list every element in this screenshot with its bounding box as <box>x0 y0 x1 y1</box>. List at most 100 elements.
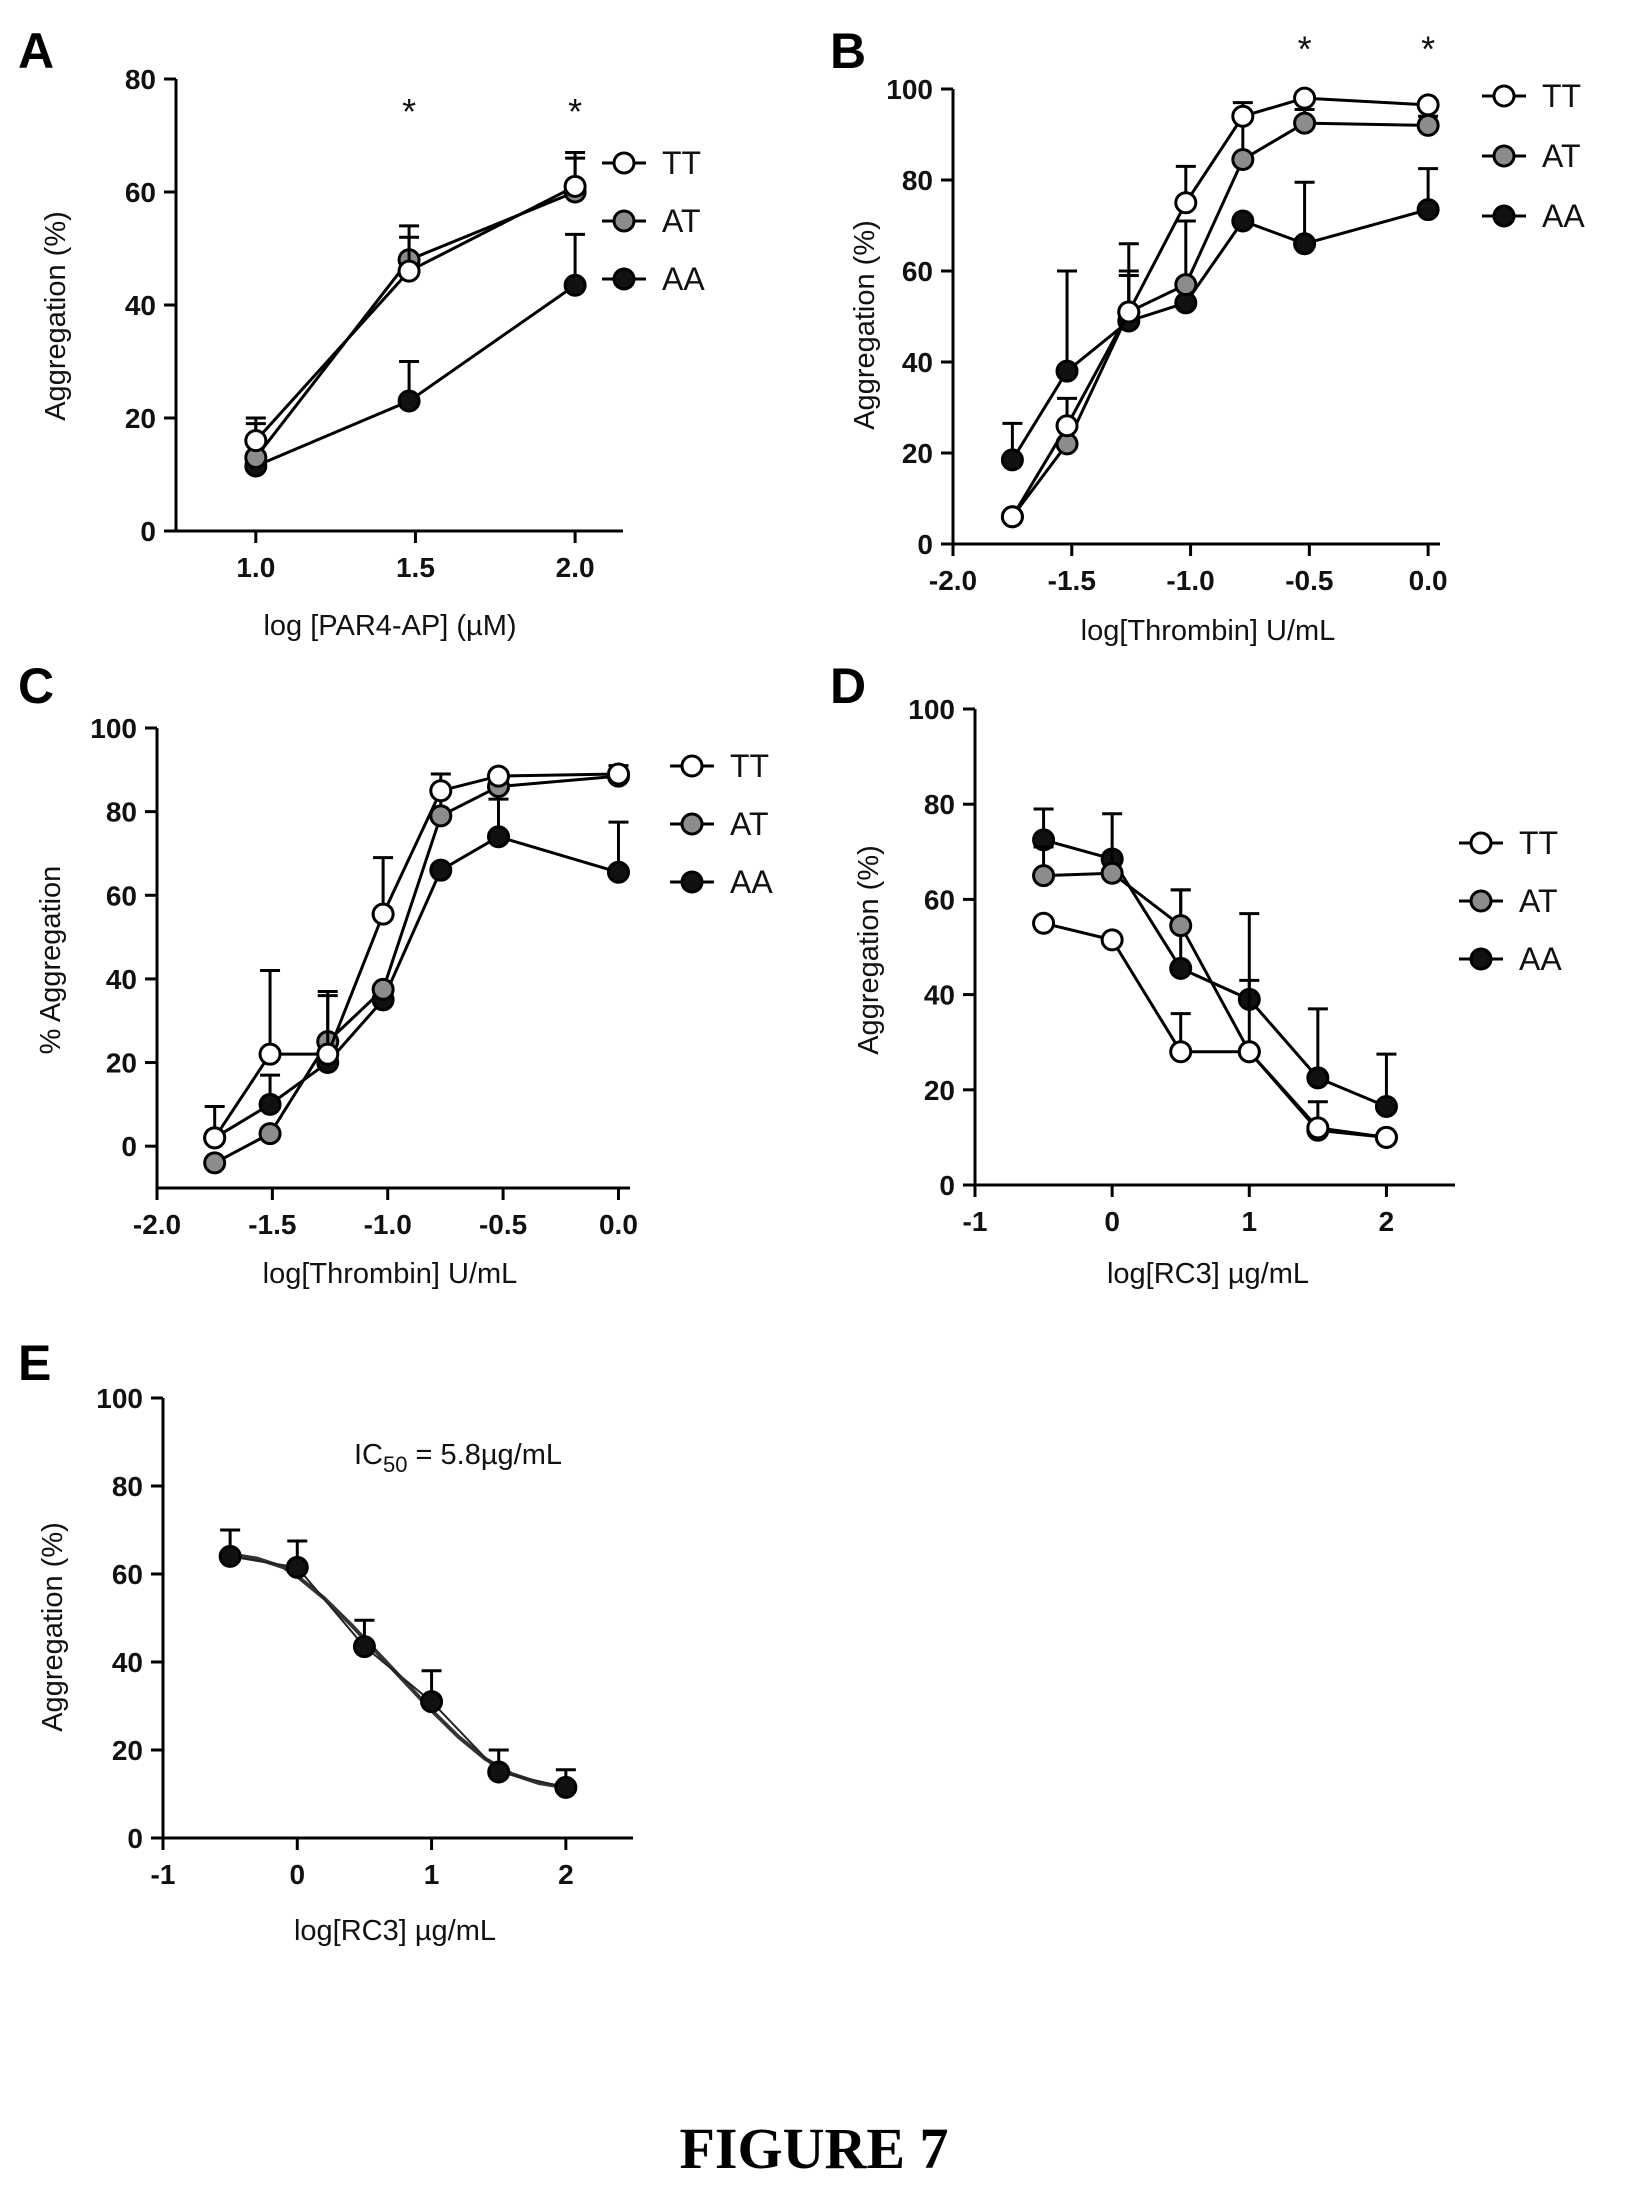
ic50-value: = 5.8µg/mL <box>407 1439 562 1471</box>
legend-label-aa: AA <box>730 864 773 900</box>
legend-marker-at <box>612 209 636 233</box>
legend-label-aa: AA <box>1542 198 1585 234</box>
y-tick-label: 40 <box>125 290 156 321</box>
legend-marker-tt <box>612 151 636 175</box>
legend-marker-tt <box>680 754 704 778</box>
y-tick-label: 100 <box>908 694 955 725</box>
data-point-tt <box>606 762 630 786</box>
y-tick-label: 80 <box>125 64 156 95</box>
y-axis-title-b: Aggregation (%) <box>849 220 881 430</box>
x-tick-label: -1.5 <box>248 1209 296 1240</box>
x-tick-label: -1.5 <box>1048 565 1096 596</box>
x-tick-label: 0 <box>289 1859 305 1890</box>
x-axis-title-e: log[RC3] µg/mL <box>294 1915 496 1947</box>
y-tick-label: 40 <box>112 1647 143 1678</box>
x-tick-label: -1.0 <box>364 1209 412 1240</box>
data-point-tt <box>1100 928 1124 952</box>
y-tick-label: 100 <box>90 713 137 744</box>
legend-label-aa: AA <box>1519 941 1562 977</box>
y-tick-label: 20 <box>902 438 933 469</box>
data-point-aa <box>606 860 630 884</box>
series-line-tt <box>213 772 619 1139</box>
data-point-tt <box>429 779 453 803</box>
legend-marker-aa <box>612 267 636 291</box>
data-point-tt <box>486 764 510 788</box>
x-tick-label: -0.5 <box>1285 565 1333 596</box>
data-point-tt <box>1174 191 1198 215</box>
y-tick-label: 0 <box>127 1823 143 1854</box>
x-tick-label: 0 <box>1104 1206 1120 1237</box>
data-point-series <box>420 1690 444 1714</box>
x-tick-label: -0.5 <box>479 1209 527 1240</box>
significance-marker: * <box>1421 29 1435 70</box>
data-point-tt <box>1306 1116 1330 1140</box>
legend-label-at: AT <box>1519 883 1558 919</box>
panel-e: E 0 20 40 60 80 100 -1 0 1 2 log[RC3] µg/mL Aggre… <box>18 1335 633 1947</box>
legend-marker-aa <box>680 870 704 894</box>
data-point-at <box>1293 111 1317 135</box>
data-point-at <box>1174 273 1198 297</box>
y-tick-label: 40 <box>902 347 933 378</box>
x-tick-label: 2 <box>1379 1206 1395 1237</box>
legend-label-tt: TT <box>662 145 701 181</box>
data-point-series <box>352 1635 376 1659</box>
y-tick-label: 0 <box>121 1131 137 1162</box>
y-axis-title-e: Aggregation (%) <box>37 1522 69 1732</box>
data-point-tt <box>1055 414 1079 438</box>
data-point-tt <box>258 1042 282 1066</box>
data-point-at <box>371 977 395 1001</box>
y-tick-label: 20 <box>125 403 156 434</box>
y-axis-title-c: % Aggregation <box>35 866 67 1055</box>
data-point-at <box>429 804 453 828</box>
y-tick-label: 60 <box>125 177 156 208</box>
significance-marker: * <box>568 91 582 132</box>
data-point-aa <box>1416 198 1440 222</box>
legend-marker-aa <box>1492 204 1516 228</box>
plot-area-b: 0 20 40 60 80 100 -2.0 -1.5 -1.0 -0.5 0.0 * * TT AT AA <box>886 29 1585 596</box>
data-point-tt <box>1374 1125 1398 1149</box>
x-tick-label: 2 <box>558 1859 574 1890</box>
data-point-at <box>1032 864 1056 888</box>
data-point-series <box>554 1775 578 1799</box>
fit-curve <box>229 1552 567 1790</box>
data-point-aa <box>1306 1066 1330 1090</box>
series-line-at <box>254 190 576 459</box>
data-point-tt <box>563 174 587 198</box>
y-tick-label: 80 <box>106 797 137 828</box>
series-line-aa <box>213 835 619 1140</box>
x-axis-title-d: log[RC3] µg/mL <box>1107 1258 1309 1290</box>
y-axis-title-a: Aggregation (%) <box>40 211 72 421</box>
y-tick-label: 20 <box>106 1048 137 1079</box>
panel-letter-b: B <box>830 23 866 79</box>
legend-marker-tt <box>1469 831 1493 855</box>
x-tick-label: 1.0 <box>236 552 275 583</box>
data-point-aa <box>258 1092 282 1116</box>
legend-label-tt: TT <box>730 748 769 784</box>
x-tick-label: 1.5 <box>396 552 435 583</box>
plot-area-c: 0 20 40 60 80 100 -2.0 -1.5 -1.0 -0.5 0.0 TT AT AA <box>90 713 773 1240</box>
ic50-subscript: 50 <box>383 1452 407 1477</box>
data-point-aa <box>1374 1094 1398 1118</box>
series-line-at <box>1011 121 1429 518</box>
y-tick-label: 100 <box>96 1383 143 1414</box>
ic50-annotation: IC50 = 5.8µg/mL <box>354 1439 562 1477</box>
data-point-tt <box>1169 1040 1193 1064</box>
data-point-aa <box>1000 448 1024 472</box>
data-point-at <box>1416 113 1440 137</box>
data-point-at <box>203 1151 227 1175</box>
legend-label-tt: TT <box>1542 78 1581 114</box>
legend-label-aa: AA <box>662 261 705 297</box>
data-point-tt <box>244 429 268 453</box>
plot-area-d: 0 20 40 60 80 100 -1 0 1 2 TT AT AA <box>908 694 1562 1237</box>
series-line-tt <box>1011 96 1429 518</box>
panel-letter-a: A <box>18 23 54 79</box>
data-point-aa <box>1231 209 1255 233</box>
y-tick-label: 100 <box>886 74 933 105</box>
legend-marker-tt <box>1492 84 1516 108</box>
data-point-at <box>1169 914 1193 938</box>
y-axis-title-d: Aggregation (%) <box>853 845 885 1055</box>
data-point-aa <box>1055 359 1079 383</box>
y-tick-label: 20 <box>924 1075 955 1106</box>
x-tick-label: -1 <box>963 1206 988 1237</box>
